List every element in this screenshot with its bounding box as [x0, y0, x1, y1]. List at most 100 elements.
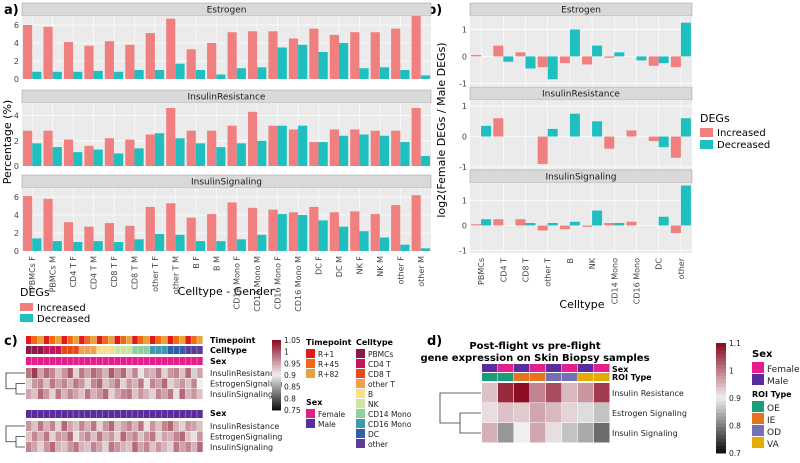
chart-a-xlabel: Celltype - Gender — [178, 285, 275, 298]
heatmap-c-sex-bottom-cell-14 — [108, 410, 115, 418]
chart-b-bar-2-1-9 — [680, 185, 691, 226]
heatmap-c-colorbar-seg-11 — [272, 365, 281, 369]
heatmap-c-ct-legend-key-4 — [356, 389, 365, 398]
heatmap-c-male-cell-0-25 — [173, 421, 180, 431]
heatmap-d-cell-1-6 — [578, 403, 594, 423]
heatmap-c-female-cell-1-28 — [191, 378, 197, 389]
heatmap-c-male-cell-1-23 — [161, 431, 168, 442]
chart-a-bar-2-0-14 — [309, 206, 319, 251]
heatmap-c-male-cell-1-18 — [132, 431, 138, 442]
heatmap-c-timepoint-cell-18 — [132, 336, 138, 344]
heatmap-c-female-cell-2-0 — [26, 389, 32, 399]
heatmap-c-colorbar-seg-29 — [272, 407, 281, 411]
chart-a-ytick-2-2: 4 — [14, 211, 19, 220]
heatmap-c-male-cell-1-25 — [173, 431, 180, 442]
heatmap-c-sex-top-cell-16 — [120, 357, 126, 365]
chart-a-bar-1-0-3 — [84, 145, 94, 166]
heatmap-c-sex-top-cell-29 — [197, 357, 203, 365]
heatmap-c-celltype-cell-16 — [120, 346, 126, 354]
heatmap-c-sex-top-cell-15 — [114, 357, 121, 365]
heatmap-d-roi-label: ROI Type — [612, 373, 652, 382]
heatmap-d-colorbar-seg-13 — [716, 390, 726, 395]
chart-a-bar-2-1-7 — [175, 234, 185, 251]
heatmap-c-colorbar-seg-27 — [272, 403, 281, 406]
chart-a-bar-0-1-12 — [277, 47, 287, 79]
heatmap-c-timepoint-cell-3 — [43, 336, 50, 344]
heatmap-c-colorbar-tick-4: 0.85 — [284, 383, 301, 392]
heatmap-d-colorbar-seg-11 — [716, 383, 726, 388]
chart-a-legend-label-decreased: Decreased — [37, 314, 90, 325]
chart-a-bar-1-1-17 — [379, 135, 390, 166]
heatmap-c-male-cell-1-8 — [73, 431, 79, 442]
heatmap-d-colorbar-tick-1: 1 — [729, 367, 734, 376]
chart-a-bar-1-0-10 — [227, 125, 237, 166]
heatmap-d-sex-cell-2 — [514, 364, 530, 372]
chart-a-bar-1-1-9 — [216, 147, 226, 166]
chart-b-bar-2-1-4 — [569, 221, 580, 226]
heatmap-c-colorbar-seg-15 — [272, 375, 281, 378]
chart-a-bar-0-1-10 — [236, 68, 246, 79]
chart-b-ytick-0-0: -1 — [459, 79, 467, 88]
chart-b-panel-bg-1 — [470, 100, 692, 170]
heatmap-c-female-cell-0-1 — [31, 368, 38, 378]
heatmap-c-sex-bottom-cell-13 — [102, 410, 109, 418]
heatmap-c-male-cell-0-1 — [31, 421, 38, 431]
heatmap-c-female-cell-1-2 — [37, 378, 44, 389]
heatmap-c-sex-top-cell-24 — [167, 357, 174, 365]
chart-b-bar-2-1-6 — [614, 223, 625, 226]
heatmap-d-roi-cell-3 — [530, 373, 546, 381]
heatmap-d-sex-legend-label-0: Female — [767, 365, 800, 375]
heatmap-d-cell-1-3 — [530, 403, 546, 423]
heatmap-c-sex-top-cell-4 — [49, 357, 56, 365]
chart-b-bar-0-1-1 — [503, 56, 514, 62]
heatmap-c-sex-top-cell-7 — [67, 357, 73, 365]
heatmap-d-roi-cell-5 — [562, 373, 578, 381]
heatmap-c-tp-legend-label-2: R+82 — [318, 370, 339, 379]
chart-a-ytick-2-1: 2 — [14, 229, 19, 238]
heatmap-c-male-cell-0-11 — [90, 421, 97, 431]
heatmap-c-male-cell-1-7 — [67, 431, 73, 442]
chart-a-bar-0-1-13 — [298, 44, 308, 79]
heatmap-c-ct-legend-key-9 — [356, 439, 365, 448]
chart-b-bar-2-0-6 — [604, 223, 615, 226]
chart-a-bar-1-0-12 — [268, 125, 278, 166]
heatmap-c-female-cell-0-25 — [173, 368, 180, 378]
heatmap-c-male-cell-0-22 — [155, 421, 162, 431]
heatmap-c-colorbar-tick-5: 0.8 — [284, 394, 296, 403]
heatmap-c-ct-legend-label-1: CD4 T — [368, 360, 391, 369]
heatmap-c-sex-bottom-cell-27 — [185, 410, 191, 418]
chart-a-bar-0-1-15 — [338, 43, 349, 79]
heatmap-c-timepoint-cell-25 — [173, 336, 180, 344]
chart-b-strip-title-2: InsulinSignaling — [545, 173, 616, 183]
heatmap-c-ct-legend-title: Celltype — [356, 338, 394, 347]
heatmap-c-tp-legend-title: Timepoint — [306, 338, 352, 347]
heatmap-d-cell-2-0 — [482, 423, 498, 443]
heatmap-d-sex-cell-3 — [530, 364, 546, 372]
heatmap-c-colorbar-seg-12 — [272, 368, 281, 371]
heatmap-c-ct-legend-label-8: DC — [368, 430, 379, 439]
heatmap-c-male-cell-1-11 — [90, 431, 97, 442]
heatmap-c-female-cell-0-19 — [138, 368, 144, 378]
heatmap-c-celltype-cell-27 — [185, 346, 191, 354]
chart-a-bar-0-0-3 — [84, 45, 94, 79]
chart-a-bar-2-1-0 — [32, 238, 42, 251]
heatmap-c-female-cell-2-1 — [31, 389, 38, 399]
heatmap-c-male-cell-2-26 — [179, 442, 185, 452]
heatmap-c-colorbar-tick-0: 1.05 — [284, 336, 301, 345]
heatmap-d-colorbar-seg-3 — [716, 354, 726, 359]
heatmap-c-female-cell-1-26 — [179, 378, 185, 389]
heatmap-c-female-cell-2-2 — [37, 389, 44, 399]
chart-a-bar-0-0-18 — [391, 28, 401, 80]
chart-b-bar-0-0-6 — [604, 56, 615, 58]
heatmap-d-cell-1-5 — [562, 403, 578, 423]
heatmap-c-colorbar-seg-3 — [272, 347, 281, 350]
heatmap-c-celltype-cell-19 — [138, 346, 144, 354]
chart-a-bar-2-1-10 — [236, 239, 246, 251]
heatmap-c-male-cell-0-24 — [167, 421, 174, 431]
heatmap-d-colorbar-seg-25 — [716, 434, 726, 439]
heatmap-c-female-cell-0-2 — [37, 368, 44, 378]
chart-a-bar-1-0-13 — [288, 129, 299, 166]
heatmap-d-cell-2-3 — [530, 423, 546, 443]
heatmap-c-male-cell-2-13 — [102, 442, 109, 452]
heatmap-d-roi-cell-7 — [594, 373, 610, 381]
